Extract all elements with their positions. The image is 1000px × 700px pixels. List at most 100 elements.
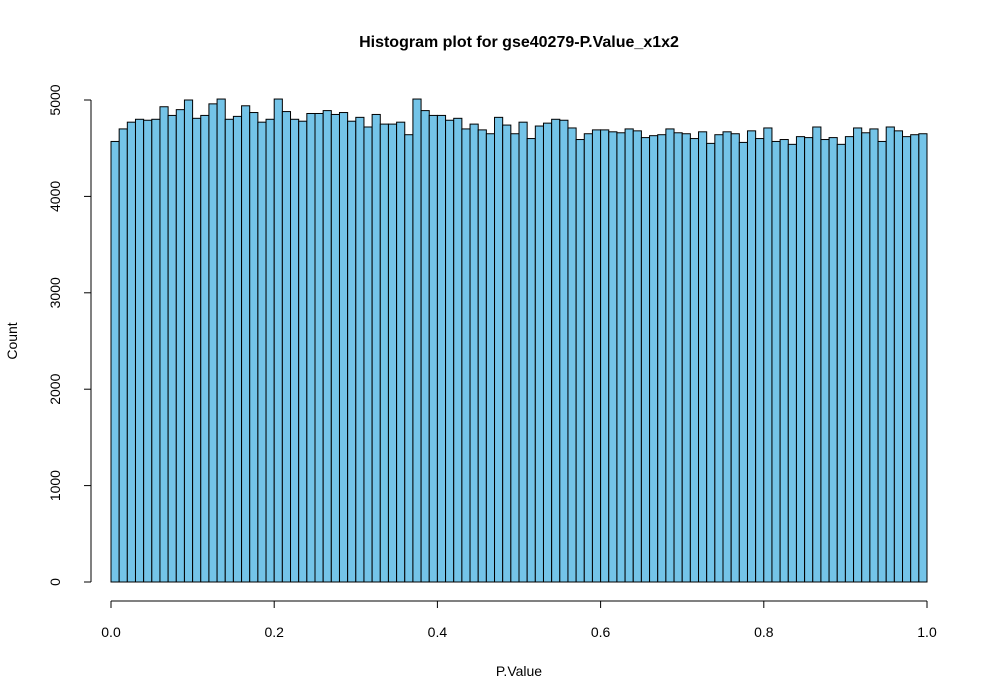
histogram-bar: [379, 123, 389, 583]
histogram-bar: [706, 142, 716, 583]
histogram-bar: [208, 103, 218, 583]
histogram-bar: [200, 114, 210, 583]
histogram-bar: [787, 143, 797, 583]
histogram-bar: [338, 112, 349, 583]
x-tick-label: 0.6: [591, 624, 611, 640]
histogram-bar: [910, 134, 920, 583]
histogram-bar: [591, 129, 602, 583]
x-axis-label: P.Value: [496, 663, 542, 679]
histogram-bar: [126, 121, 136, 583]
histogram-bar: [616, 132, 626, 583]
histogram-bar: [306, 112, 316, 583]
histogram-bar: [453, 117, 463, 583]
histogram-bar: [746, 130, 757, 583]
histogram-bar: [257, 121, 267, 583]
histogram-bar: [559, 119, 569, 583]
histogram-bar: [689, 138, 700, 583]
y-axis: 0 1000 2000 3000 4000 5000: [47, 84, 92, 586]
x-tick-label: 1.0: [917, 624, 937, 640]
histogram-bar: [404, 134, 414, 583]
histogram-bar: [322, 110, 332, 583]
histogram-bar: [542, 122, 553, 583]
histogram-bar: [510, 133, 520, 583]
histogram-bar: [290, 118, 300, 583]
histogram-bar: [722, 131, 732, 583]
histogram-bar: [551, 118, 561, 583]
x-tick-label: 0.8: [754, 624, 774, 640]
histogram-bar: [828, 137, 838, 583]
histogram-bar: [241, 105, 251, 583]
histogram-bar: [461, 128, 471, 583]
y-tick-label: 1000: [47, 470, 63, 501]
histogram-bar: [698, 131, 708, 583]
histogram-bar: [885, 126, 895, 583]
histogram-bar: [159, 106, 169, 583]
histogram-bar: [714, 134, 724, 583]
histogram-bar: [167, 114, 177, 583]
histogram-bar: [273, 98, 283, 583]
histogram-bar: [649, 135, 659, 583]
histogram-bar: [249, 112, 259, 583]
histogram-bar: [420, 110, 430, 583]
histogram-bar: [853, 127, 863, 583]
histogram-bar: [110, 140, 120, 583]
histogram-bar: [387, 123, 398, 583]
histogram-bar: [118, 128, 128, 583]
histogram-bar: [681, 133, 691, 583]
histogram-bar: [608, 131, 618, 583]
histogram-bar: [469, 123, 479, 583]
histogram-bar: [477, 129, 487, 583]
histogram-bar: [265, 118, 275, 583]
histogram-bar: [567, 127, 577, 583]
histogram-bar: [281, 111, 292, 583]
histogram-bar: [869, 128, 879, 583]
x-tick-label: 0.4: [428, 624, 448, 640]
histogram-bar: [494, 116, 504, 583]
histogram-bar: [330, 113, 340, 583]
y-tick-label: 3000: [47, 277, 63, 308]
histogram-bar: [151, 118, 161, 583]
histogram-bar: [502, 124, 512, 583]
histogram-bar: [640, 137, 651, 583]
histogram-bar: [795, 136, 806, 583]
histogram-bar: [526, 138, 536, 583]
y-tick-label: 5000: [47, 84, 63, 115]
histogram-bar: [575, 139, 585, 583]
histogram-bar: [396, 121, 406, 583]
x-axis: 0.0 0.2 0.4 0.6 0.8 1.0: [101, 600, 937, 640]
histogram-bar: [624, 128, 634, 583]
y-tick-label: 2000: [47, 373, 63, 404]
histogram-bar: [844, 136, 855, 583]
histogram-bar: [779, 139, 789, 583]
x-tick-label: 0.0: [101, 624, 121, 640]
histogram-bar: [224, 118, 234, 583]
histogram-bar: [143, 119, 153, 583]
histogram-bar: [485, 133, 496, 583]
histogram-bar: [820, 139, 830, 583]
histogram-bar: [428, 114, 438, 583]
histogram-bar: [232, 115, 243, 583]
histogram-bar: [902, 136, 912, 583]
histogram-bar: [763, 127, 773, 583]
y-tick-label: 4000: [47, 181, 63, 212]
histogram-bar: [918, 133, 928, 583]
histogram-bar: [893, 130, 904, 583]
histogram-bar: [657, 134, 667, 583]
histogram-bar: [583, 133, 593, 583]
histogram-bar: [347, 120, 357, 583]
histogram-bar: [298, 120, 308, 583]
histogram-bar: [771, 140, 781, 583]
histogram-bar: [216, 98, 226, 583]
histogram-bar: [363, 126, 373, 583]
histogram-bar: [738, 141, 748, 583]
histogram-bar: [412, 98, 422, 583]
histogram-bar: [192, 117, 202, 583]
histogram-bar: [730, 133, 740, 583]
histogram-bar: [836, 143, 846, 583]
y-tick-label: 0: [47, 578, 63, 586]
x-tick-label: 0.2: [264, 624, 284, 640]
histogram-bar: [600, 129, 610, 583]
bars-group: [110, 98, 928, 583]
histogram-bar: [665, 128, 675, 583]
